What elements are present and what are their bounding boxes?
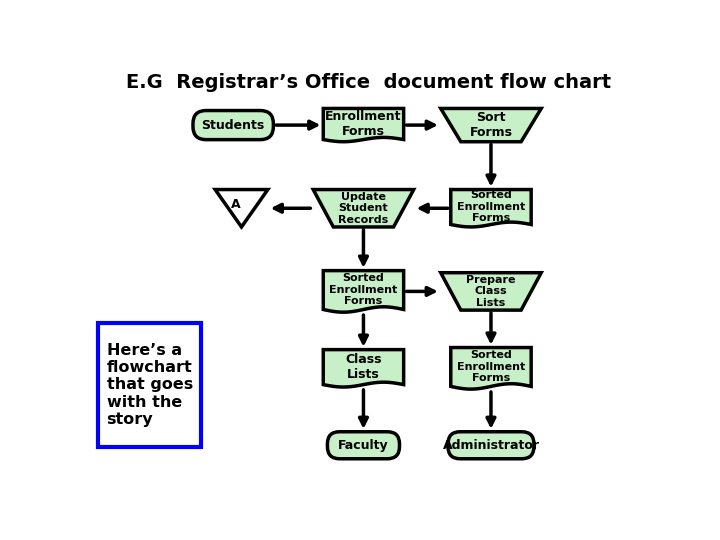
- PathPatch shape: [323, 349, 404, 387]
- Text: Sorted
Enrollment
Forms: Sorted Enrollment Forms: [329, 273, 397, 306]
- PathPatch shape: [323, 271, 404, 312]
- PathPatch shape: [215, 190, 268, 227]
- PathPatch shape: [441, 109, 541, 141]
- Text: Administrator: Administrator: [443, 439, 539, 452]
- Text: E.G  Registrar’s Office  document flow chart: E.G Registrar’s Office document flow cha…: [127, 73, 611, 92]
- FancyBboxPatch shape: [328, 432, 400, 459]
- Text: Update
Student
Records: Update Student Records: [338, 192, 389, 225]
- Text: Enrollment
Forms: Enrollment Forms: [325, 110, 402, 138]
- FancyBboxPatch shape: [99, 322, 201, 447]
- Text: Sorted
Enrollment
Forms: Sorted Enrollment Forms: [457, 350, 525, 383]
- Text: A: A: [231, 198, 241, 211]
- PathPatch shape: [313, 190, 414, 227]
- PathPatch shape: [441, 273, 541, 310]
- Text: Sorted
Enrollment
Forms: Sorted Enrollment Forms: [457, 190, 525, 224]
- Text: Class
Lists: Class Lists: [345, 353, 382, 381]
- FancyBboxPatch shape: [193, 111, 274, 140]
- Text: Faculty: Faculty: [338, 439, 389, 452]
- PathPatch shape: [323, 109, 404, 141]
- Text: Sort
Forms: Sort Forms: [469, 111, 513, 139]
- Text: Students: Students: [202, 119, 265, 132]
- Text: Prepare
Class
Lists: Prepare Class Lists: [467, 275, 516, 308]
- Text: Here’s a
flowchart
that goes
with the
story: Here’s a flowchart that goes with the st…: [107, 343, 193, 427]
- FancyBboxPatch shape: [448, 432, 534, 459]
- PathPatch shape: [451, 190, 531, 227]
- PathPatch shape: [451, 348, 531, 389]
